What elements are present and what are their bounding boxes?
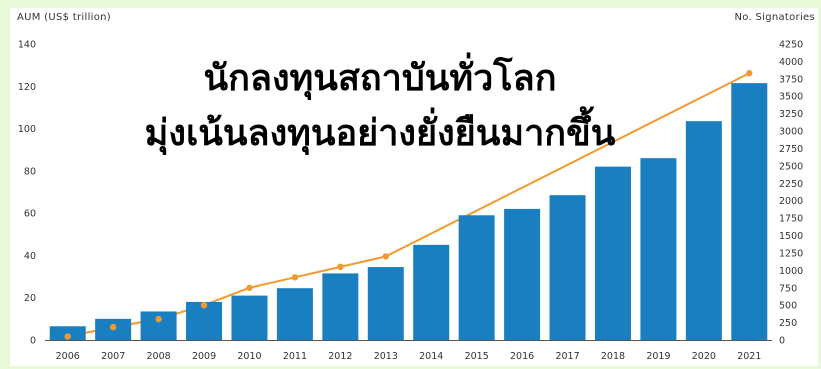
bar-2010 bbox=[231, 295, 268, 340]
x-tick-label: 2016 bbox=[510, 351, 534, 362]
signatories-point-2013 bbox=[382, 253, 389, 260]
right-tick-label: 4250 bbox=[779, 40, 803, 51]
right-tick-label: 4000 bbox=[779, 57, 803, 68]
x-tick-label: 2021 bbox=[737, 351, 761, 362]
x-tick-label: 2007 bbox=[101, 351, 125, 362]
bar-2019 bbox=[640, 158, 677, 340]
signatories-point-2012 bbox=[337, 263, 344, 271]
x-tick-label: 2011 bbox=[283, 351, 307, 362]
signatories-point-2021 bbox=[746, 70, 753, 77]
x-tick-label: 2012 bbox=[328, 351, 352, 362]
bar-2021 bbox=[731, 83, 768, 340]
left-tick-label: 140 bbox=[18, 40, 36, 51]
bar-2006 bbox=[49, 326, 86, 340]
x-tick-label: 2013 bbox=[374, 351, 398, 362]
right-tick-label: 2250 bbox=[779, 179, 803, 190]
signatories-point-2009 bbox=[200, 301, 208, 309]
headline-line-2: มุ่งเน้นลงทุนอย่างยั่งยืนมากขึ้น bbox=[144, 113, 616, 154]
right-tick-label: 1000 bbox=[779, 266, 803, 277]
signatories-point-2011 bbox=[291, 274, 299, 281]
left-axis-title: AUM (US$ trillion) bbox=[17, 12, 111, 23]
right-tick-label: 3250 bbox=[779, 109, 803, 120]
bar-2017 bbox=[549, 195, 586, 340]
x-tick-label: 2008 bbox=[147, 351, 171, 362]
right-tick-label: 2750 bbox=[779, 144, 803, 155]
right-tick-label: 3000 bbox=[779, 127, 803, 138]
right-tick-label: 1250 bbox=[779, 248, 803, 259]
right-axis-title: No. Signatories bbox=[734, 12, 815, 23]
left-tick-label: 0 bbox=[30, 336, 36, 347]
bar-2016 bbox=[504, 208, 541, 340]
left-tick-label: 40 bbox=[24, 251, 36, 262]
right-tick-label: 3750 bbox=[779, 74, 803, 85]
right-tick-label: 2000 bbox=[779, 196, 803, 207]
x-tick-label: 2010 bbox=[237, 351, 261, 362]
left-tick-label: 60 bbox=[24, 209, 36, 220]
left-tick-label: 80 bbox=[24, 166, 36, 177]
x-tick-label: 2009 bbox=[192, 351, 216, 362]
bar-2018 bbox=[594, 166, 631, 340]
right-tick-label: 1500 bbox=[779, 231, 803, 242]
x-tick-label: 2015 bbox=[465, 351, 489, 362]
right-tick-label: 1750 bbox=[779, 214, 803, 225]
signatories-point-2010 bbox=[246, 284, 253, 291]
right-tick-label: 750 bbox=[779, 283, 797, 294]
right-tick-label: 2500 bbox=[779, 161, 803, 172]
x-tick-label: 2006 bbox=[56, 351, 80, 362]
signatories-point-2007 bbox=[109, 323, 117, 331]
bar-2014 bbox=[413, 244, 450, 340]
x-tick-label: 2017 bbox=[555, 351, 579, 362]
left-tick-label: 100 bbox=[18, 124, 36, 135]
right-tick-label: 3500 bbox=[779, 92, 803, 103]
right-tick-label: 500 bbox=[779, 301, 797, 312]
bar-2012 bbox=[322, 273, 359, 340]
bar-2011 bbox=[276, 288, 313, 340]
x-tick-label: 2019 bbox=[646, 351, 670, 362]
right-tick-label: 250 bbox=[779, 318, 797, 329]
signatories-point-2006 bbox=[64, 333, 71, 340]
x-tick-label: 2018 bbox=[601, 351, 625, 362]
bar-2020 bbox=[685, 121, 722, 341]
left-tick-label: 20 bbox=[24, 293, 36, 304]
x-tick-label: 2014 bbox=[419, 351, 443, 362]
bar-2015 bbox=[458, 215, 495, 340]
signatories-point-2008 bbox=[155, 315, 162, 323]
right-tick-label: 0 bbox=[779, 336, 785, 347]
bar-2008 bbox=[140, 311, 177, 340]
bar-2013 bbox=[367, 267, 404, 340]
left-tick-label: 120 bbox=[18, 82, 36, 93]
headline-line-1: นักลงทุนสถาบันทั่วโลก bbox=[203, 58, 557, 99]
x-tick-label: 2020 bbox=[692, 351, 716, 362]
